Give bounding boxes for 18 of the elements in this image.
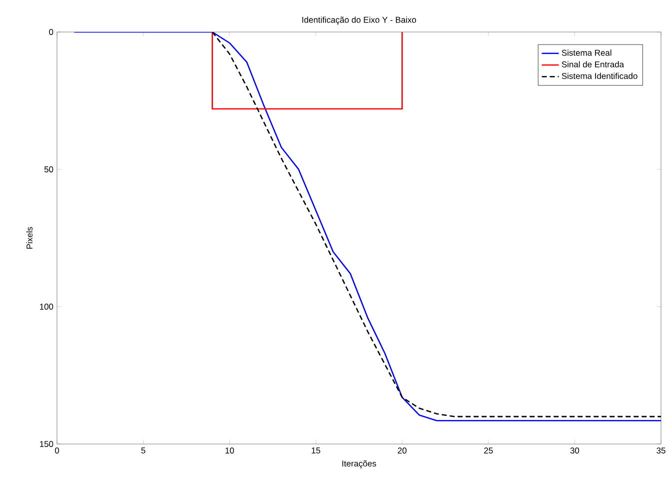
y-tick-label: 0 (49, 29, 54, 35)
x-tick-label: 25 (484, 448, 493, 454)
legend-label: Sistema Identificado (562, 72, 638, 79)
legend-label: Sinal de Entrada (562, 61, 624, 68)
y-tick-label: 100 (40, 304, 54, 310)
y-tick-label: 150 (40, 441, 54, 447)
x-tick-label: 35 (656, 448, 666, 454)
legend-label: Sistema Real (562, 50, 612, 56)
y-tick-label: 50 (44, 166, 54, 172)
x-tick-label: 15 (312, 448, 320, 454)
x-tick-label: 5 (141, 448, 146, 454)
x-axis-title: Iterações (342, 460, 376, 468)
y-axis-title: Pixels (26, 227, 33, 249)
x-tick-label: 0 (54, 448, 60, 454)
x-tick-label: 30 (570, 448, 580, 454)
chart-title: Identificação do Eixo Y - Baixo (302, 16, 416, 25)
x-tick-label: 20 (398, 448, 407, 454)
x-tick-label: 10 (226, 448, 234, 454)
